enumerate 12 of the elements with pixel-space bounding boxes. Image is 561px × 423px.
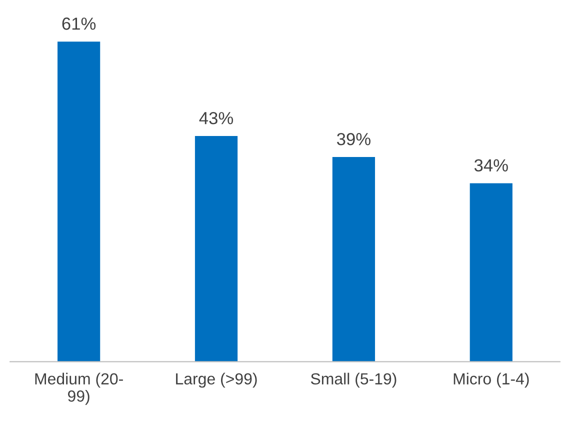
bar <box>332 157 376 362</box>
x-tick-label: Micro (1-4) <box>454 372 529 388</box>
data-label: 39% <box>337 132 370 146</box>
bar <box>58 42 100 362</box>
data-label: 34% <box>474 159 508 172</box>
x-tick-label: Medium (20-99) <box>35 372 123 405</box>
x-tick-label: Small (5-19) <box>310 372 396 388</box>
bar <box>470 183 512 362</box>
bar <box>194 136 238 362</box>
data-label: 61% <box>62 18 96 30</box>
data-label: 43% <box>199 112 234 124</box>
x-tick-label: Large (>99) <box>176 372 257 388</box>
